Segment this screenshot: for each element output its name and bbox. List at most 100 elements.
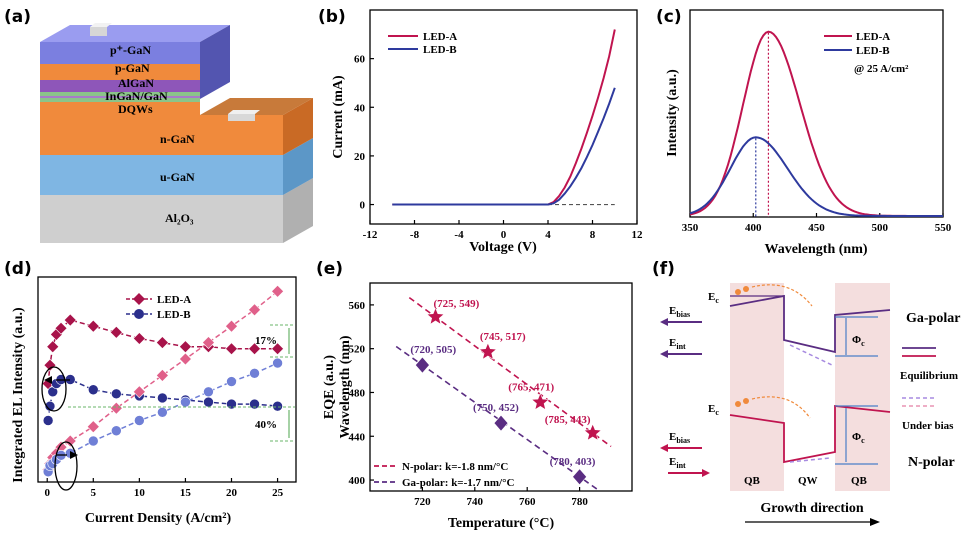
qb-label-left: QB <box>744 475 761 487</box>
legend-marker-led-b-d <box>134 309 144 319</box>
band-ga-biased <box>789 344 833 366</box>
panel-d: (d) Integrated EL Intensity (a.u.) Curre… <box>4 259 297 526</box>
panel-b: (b) Current (mA) Voltage (V) -12 -8 -4 0 4 8 1… <box>318 7 643 255</box>
eint-arrowhead-n <box>702 469 710 477</box>
data-point-led-b <box>272 357 283 369</box>
y-tick-label-e: 400 <box>349 475 366 487</box>
ratio-bracket-17 <box>270 324 295 358</box>
data-point-led-b <box>157 406 168 418</box>
y-tick-label-b: 20 <box>354 151 366 163</box>
legend-label-led-b-b: LED-B <box>423 44 457 56</box>
ticks-e: 720 740 760 780 400 440 480 520 560 <box>349 300 589 508</box>
series-e: (725, 549) (745, 517) (765, 471) (785, 443)… <box>395 296 612 491</box>
spectrum-led-a <box>689 30 943 217</box>
data-point-led-b <box>42 415 54 426</box>
data-point-led-a <box>248 342 261 356</box>
y-tick-label-b: 60 <box>354 54 366 66</box>
electron-n-2 <box>743 398 749 404</box>
series-b <box>392 29 616 206</box>
legend-label-led-b-c: LED-B <box>856 45 890 57</box>
fit-line-n-polar <box>408 296 612 448</box>
ratio-bracket-40 <box>68 406 295 442</box>
legend-label-ga-polar: Ga-polar: k=-1.7 nm/°C <box>402 477 514 489</box>
y-axis-label-b: Current (mA) <box>331 75 346 159</box>
ga-polar-label: Ga-polar <box>906 311 960 326</box>
eint-label-ga: Eint <box>669 337 686 351</box>
qw-label: QW <box>798 475 818 487</box>
legend-label-led-b-d: LED-B <box>157 309 191 321</box>
data-point-led-b <box>180 396 191 408</box>
phi-label-ga: Φc <box>852 334 865 348</box>
band-n-polar <box>729 404 891 464</box>
x-tick-label-d: 20 <box>226 487 238 499</box>
arrow-head-left <box>44 376 52 384</box>
legend-label-led-a-d: LED-A <box>157 294 191 306</box>
ticks-c: 350 400 450 500 550 <box>682 213 952 234</box>
ec-label-n: Ec <box>708 403 719 417</box>
data-point-led-a <box>202 336 215 350</box>
data-point-led-a <box>132 385 146 399</box>
legend-label-led-a-c: LED-A <box>856 31 890 43</box>
panel-c: (c) Intensity (a.u.) Wavelength (nm) 350… <box>656 7 952 257</box>
data-point-n-polar <box>583 423 603 441</box>
data-point-led-a <box>43 358 57 372</box>
ebias-label-ga: Ebias <box>669 305 690 319</box>
plot-frame-e <box>369 282 633 492</box>
eint-label-n: Eint <box>669 456 686 470</box>
x-axis-label-e: Temperature (°C) <box>448 516 555 531</box>
data-point-led-b <box>87 435 99 447</box>
data-point-led-a <box>225 342 238 356</box>
x-axis-label-d: Current Density (A/cm²) <box>85 511 232 526</box>
panel-label-c: (c) <box>656 7 682 27</box>
n-gan-mesa-top <box>200 98 313 115</box>
n-contact <box>228 114 255 121</box>
data-label-n-polar: (765, 471) <box>508 381 554 393</box>
ebias-label-n: Ebias <box>669 431 690 445</box>
electron-ga-1 <box>735 289 741 295</box>
u-gan-side <box>283 138 313 195</box>
x-tick-label-b: 4 <box>545 229 551 241</box>
data-point-led-a <box>225 319 238 333</box>
growth-direction-label: Growth direction <box>760 501 864 516</box>
series-c <box>689 30 943 217</box>
x-tick-label-b: -4 <box>454 229 464 241</box>
y-tick-label-e: 520 <box>349 344 366 356</box>
n-contact-top <box>228 110 260 114</box>
layer-label-p-gan: p-GaN <box>115 61 150 75</box>
plot-frame-b <box>369 9 638 225</box>
fit-line-ga-polar <box>395 345 599 491</box>
y-axis-label-c: Intensity (a.u.) <box>665 69 680 157</box>
y-tick-label-e: 440 <box>349 431 366 443</box>
layer-label-p-plus-gan: p⁺-GaN <box>110 43 151 57</box>
panel-label-e: (e) <box>316 259 343 279</box>
arrow-head-right <box>70 451 78 459</box>
x-tick-label-d: 10 <box>134 487 146 499</box>
data-point-ga-polar <box>572 468 587 486</box>
data-label-n-polar: (785, 443) <box>545 414 591 426</box>
dqw-layer <box>40 102 200 115</box>
x-tick-label-d: 25 <box>272 487 284 499</box>
layer-label-n-gan: n-GaN <box>160 132 195 146</box>
layer-label-ingan: InGaN/GaN <box>105 89 168 103</box>
x-tick-label-c: 550 <box>935 222 952 234</box>
y-tick-label-b: 40 <box>354 102 366 114</box>
u-gan-front <box>40 155 283 195</box>
substrate-side <box>283 178 313 243</box>
x-axis-label-b: Voltage (V) <box>469 240 537 255</box>
legend-marker-led-a-d <box>133 293 145 305</box>
panel-label-a: (a) <box>4 7 31 27</box>
data-label-ga-polar: (750, 452) <box>473 402 519 414</box>
highlight-ellipse-eqe <box>41 366 67 412</box>
ticks-b: -12 -8 -4 0 4 8 12 0 20 40 60 <box>354 54 643 241</box>
x-tick-label-e: 780 <box>571 496 588 508</box>
p-plus-gan-layer <box>40 42 200 64</box>
electron-ga-2 <box>743 286 749 292</box>
data-label-ga-polar: (720, 505) <box>410 344 456 356</box>
layer-label-dqws: DQWs <box>118 102 153 116</box>
data-point-n-polar <box>426 307 445 325</box>
eint-arrowhead-ga <box>660 350 668 358</box>
panel-e: (e) EQE (a.u.) Wavelength (nm) Temperatu… <box>316 259 633 531</box>
ebias-arrowhead-n <box>660 444 668 452</box>
plot-frame-c <box>689 9 944 218</box>
